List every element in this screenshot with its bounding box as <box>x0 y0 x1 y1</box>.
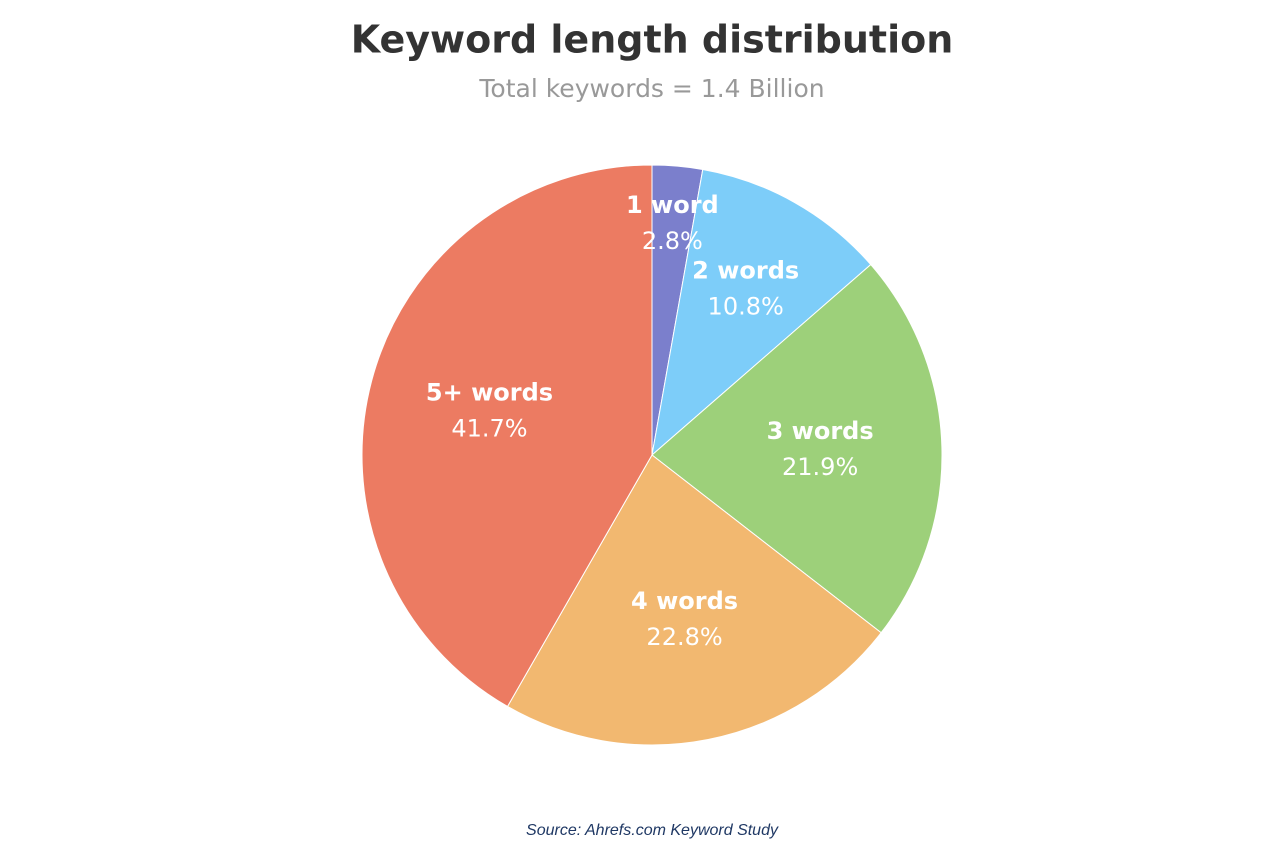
slice-value-label: 21.9% <box>782 453 858 481</box>
pie-slice <box>506 454 882 746</box>
slice-category-label: 1 word <box>626 191 719 219</box>
slice-category-label: 4 words <box>631 587 738 615</box>
slice-value-label: 2.8% <box>642 227 703 255</box>
pie-slice <box>651 263 943 634</box>
pie-slice <box>361 164 653 708</box>
slice-value-label: 22.8% <box>646 623 722 651</box>
chart-title: Keyword length distribution <box>351 18 954 62</box>
pie-slice <box>651 168 872 457</box>
slice-category-label: 3 words <box>767 417 874 445</box>
slice-category-label: 2 words <box>692 257 799 285</box>
slice-category-label: 5+ words <box>426 379 553 407</box>
source-note: Source: Ahrefs.com Keyword Study <box>526 822 779 839</box>
chart-subtitle: Total keywords = 1.4 Billion <box>478 74 824 103</box>
slice-value-label: 41.7% <box>451 415 527 443</box>
slice-value-label: 10.8% <box>708 293 784 321</box>
